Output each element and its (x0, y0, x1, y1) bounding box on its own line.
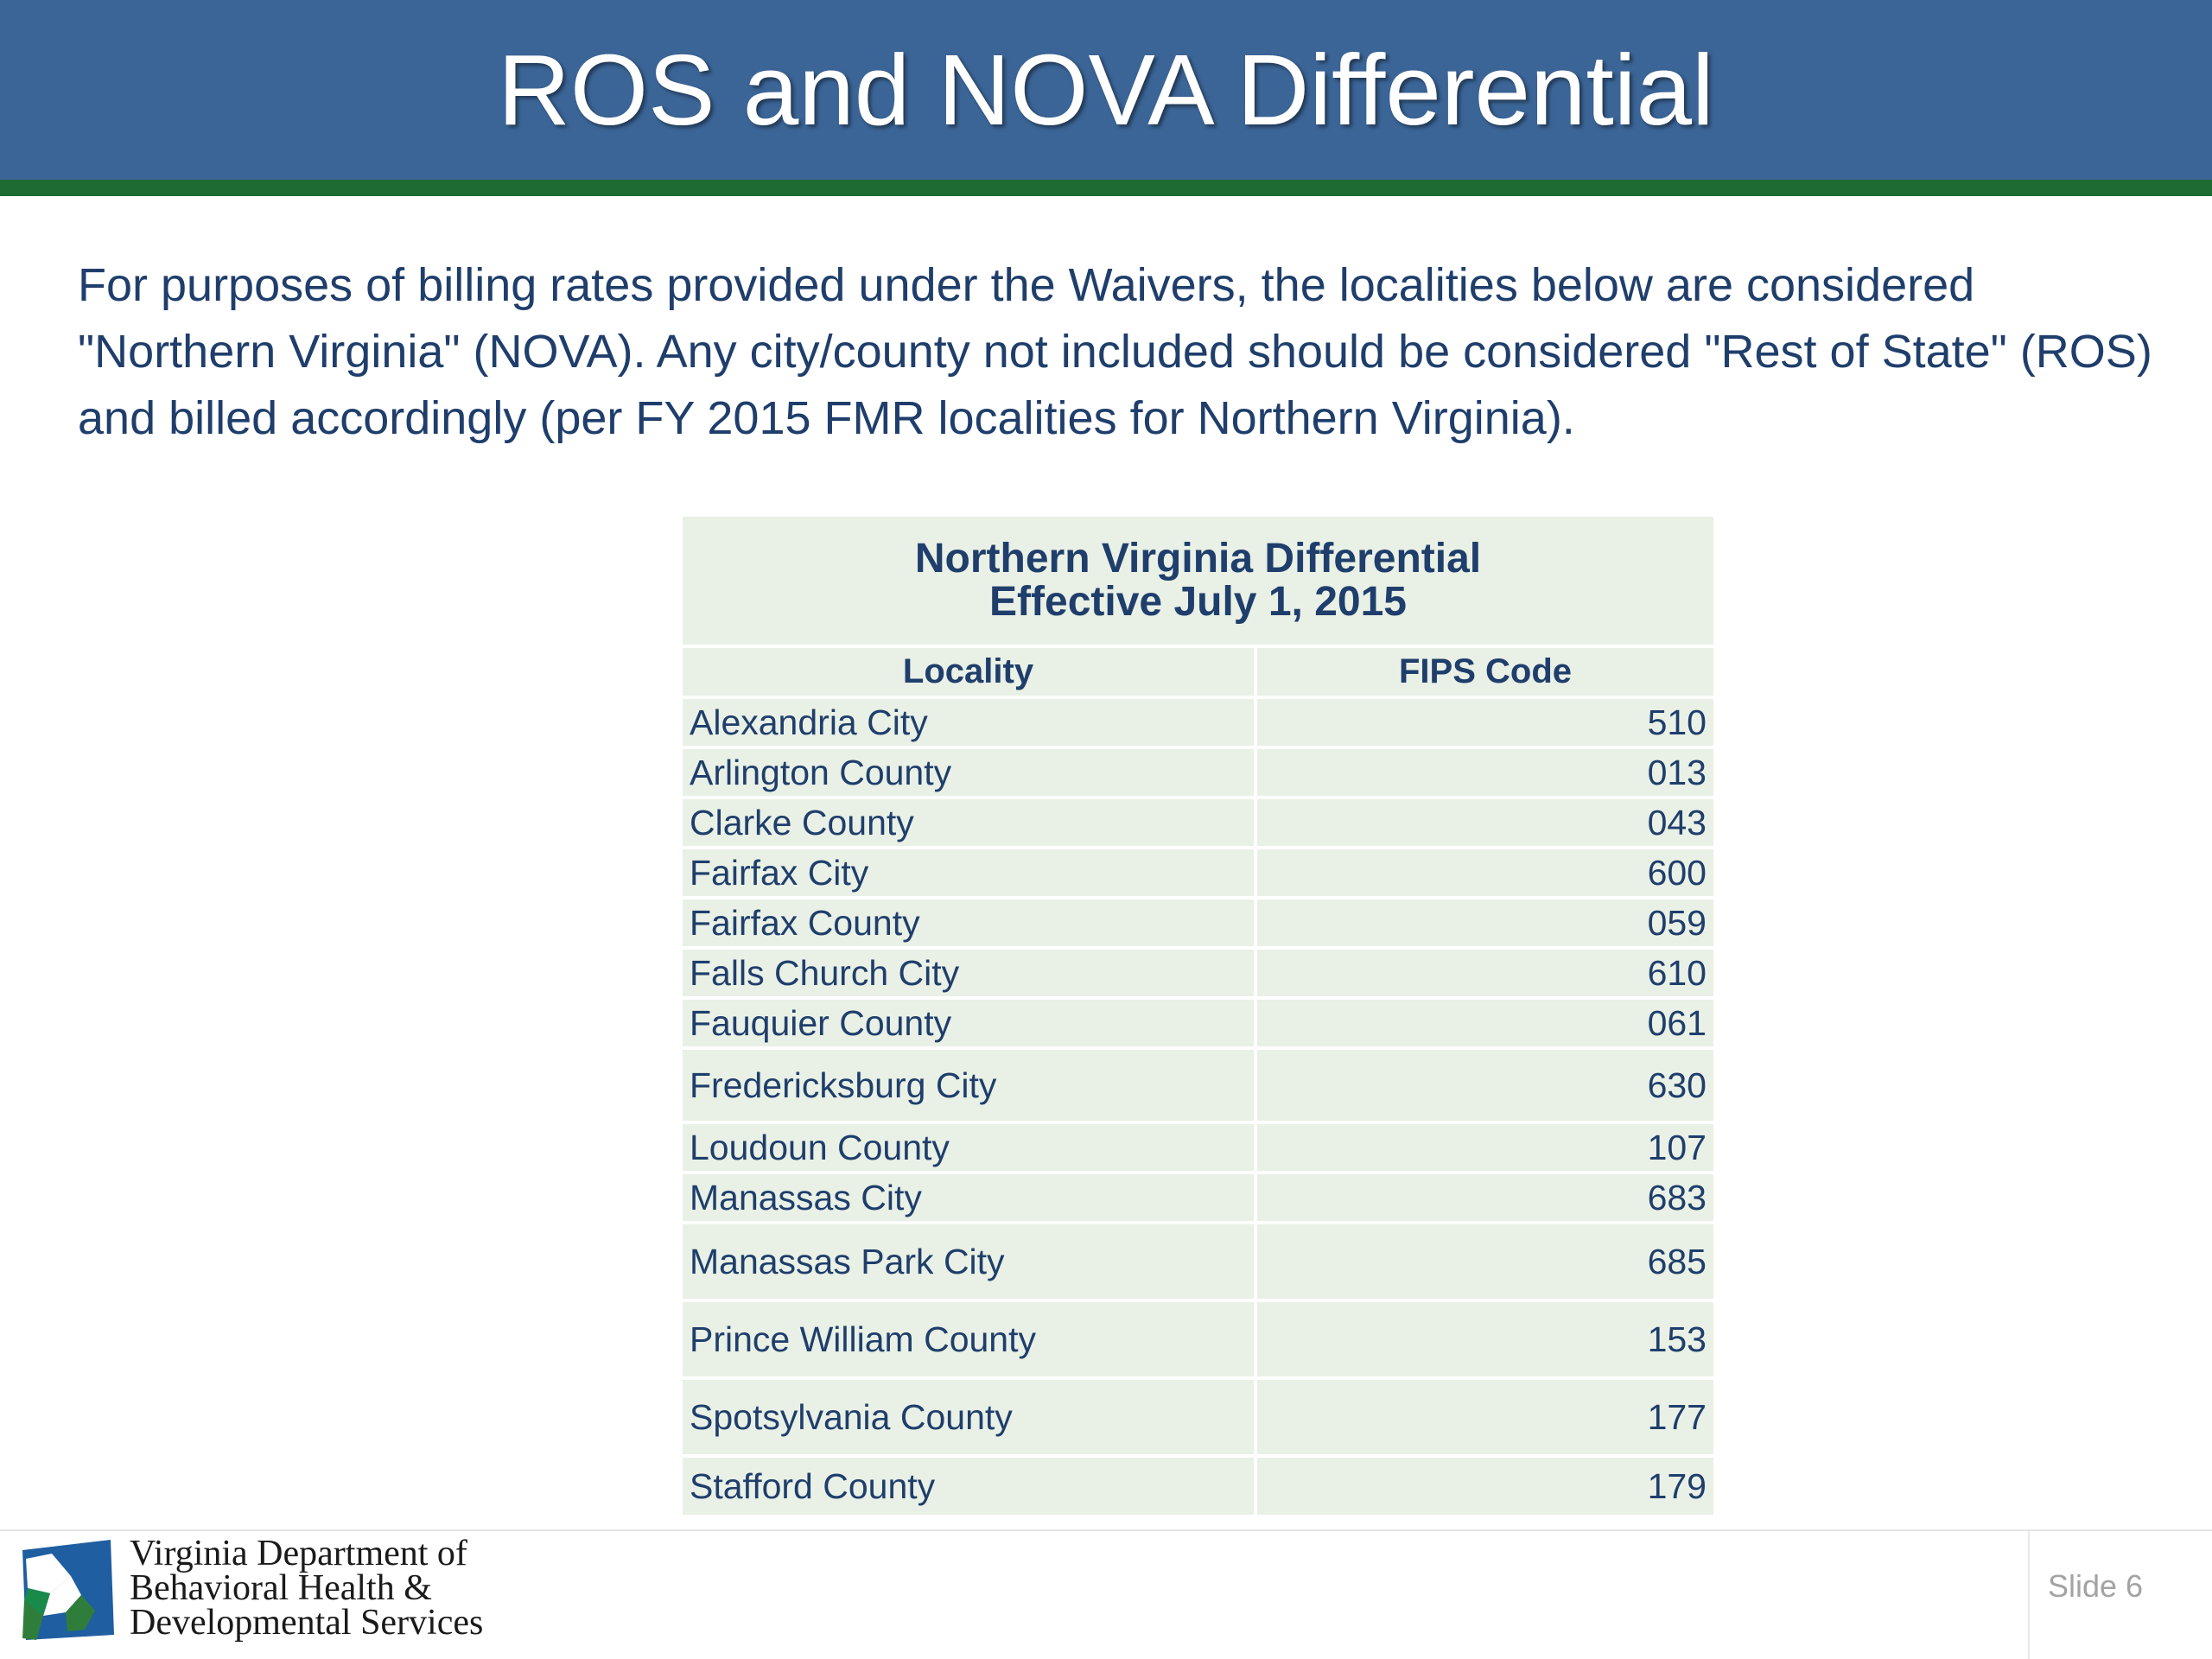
locality-cell: Fairfax County (683, 899, 1257, 946)
locality-cell: Stafford County (683, 1458, 1257, 1515)
table-title-line2: Effective July 1, 2015 (989, 579, 1407, 625)
fips-cell: 107 (1647, 1127, 1707, 1167)
table-row: Manassas Park City 685 (683, 1224, 1713, 1302)
locality-cell: Spotsylvania County (683, 1380, 1257, 1454)
column-header-fips: FIPS Code (1398, 652, 1573, 690)
fips-cell: 061 (1647, 1002, 1707, 1043)
dbhds-logo-text: Virginia Department of Behavioral Health… (130, 1534, 484, 1643)
fips-cell: 179 (1647, 1465, 1707, 1506)
title-underline-rule (0, 180, 2212, 196)
fips-cell: 610 (1647, 952, 1707, 993)
fips-cell: 153 (1647, 1319, 1707, 1359)
logo-line3: Developmental Services (130, 1603, 484, 1643)
table-row: Fairfax City 600 (683, 849, 1713, 899)
fips-cell: 685 (1647, 1241, 1707, 1281)
locality-cell: Alexandria City (683, 699, 1257, 746)
fips-cell: 059 (1647, 902, 1707, 943)
table-row: Fairfax County 059 (683, 899, 1713, 950)
fips-cell: 177 (1647, 1396, 1707, 1437)
fips-cell: 510 (1647, 702, 1707, 742)
table-row: Falls Church City 610 (683, 950, 1713, 1000)
logo-line1: Virginia Department of (130, 1534, 467, 1573)
slide-title: ROS and NOVA Differential (498, 34, 1714, 146)
fips-cell: 013 (1647, 752, 1707, 792)
table-row: Fredericksburg City 630 (683, 1050, 1713, 1124)
locality-cell: Fredericksburg City (683, 1050, 1257, 1121)
nova-table: Northern Virginia Differential Effective… (683, 517, 1713, 1515)
locality-cell: Falls Church City (683, 950, 1257, 996)
logo-line2: Behavioral Health & (130, 1568, 432, 1608)
intro-paragraph: For purposes of billing rates provided u… (78, 259, 2152, 444)
locality-cell: Fauquier County (683, 1000, 1257, 1046)
table-title-line1: Northern Virginia Differential (914, 536, 1482, 582)
fips-cell: 600 (1647, 852, 1707, 893)
fips-cell: 043 (1647, 802, 1707, 842)
dbhds-logo-icon (22, 1540, 114, 1640)
table-row: Fauquier County 061 (683, 1000, 1713, 1050)
locality-cell: Clarke County (683, 799, 1257, 846)
table-row: Arlington County 013 (683, 749, 1713, 799)
table-row: Loudoun County 107 (683, 1124, 1713, 1174)
table-row: Manassas City 683 (683, 1174, 1713, 1224)
table-row: Alexandria City 510 (683, 699, 1713, 749)
table-row: Spotsylvania County 177 (683, 1380, 1713, 1458)
title-bar (0, 0, 2212, 180)
fips-cell: 683 (1647, 1177, 1707, 1217)
locality-cell: Fairfax City (683, 849, 1257, 896)
locality-cell: Loudoun County (683, 1124, 1257, 1171)
slide-number: Slide 6 (2048, 1568, 2144, 1604)
table-row: Stafford County 179 (683, 1458, 1713, 1515)
table-row: Clarke County 043 (683, 799, 1713, 849)
locality-cell: Prince William County (683, 1302, 1257, 1376)
column-header-locality: Locality (683, 648, 1257, 696)
table-header-row: Locality FIPS Code (683, 648, 1713, 699)
locality-cell: Manassas Park City (683, 1224, 1257, 1299)
footer-divider-line (0, 1529, 2212, 1531)
locality-cell: Arlington County (683, 749, 1257, 796)
fips-cell: 630 (1647, 1065, 1707, 1105)
footer-vertical-divider (2028, 1531, 2030, 1659)
table-title: Northern Virginia Differential Effective… (683, 517, 1713, 648)
locality-cell: Manassas City (683, 1174, 1257, 1221)
table-row: Prince William County 153 (683, 1302, 1713, 1380)
